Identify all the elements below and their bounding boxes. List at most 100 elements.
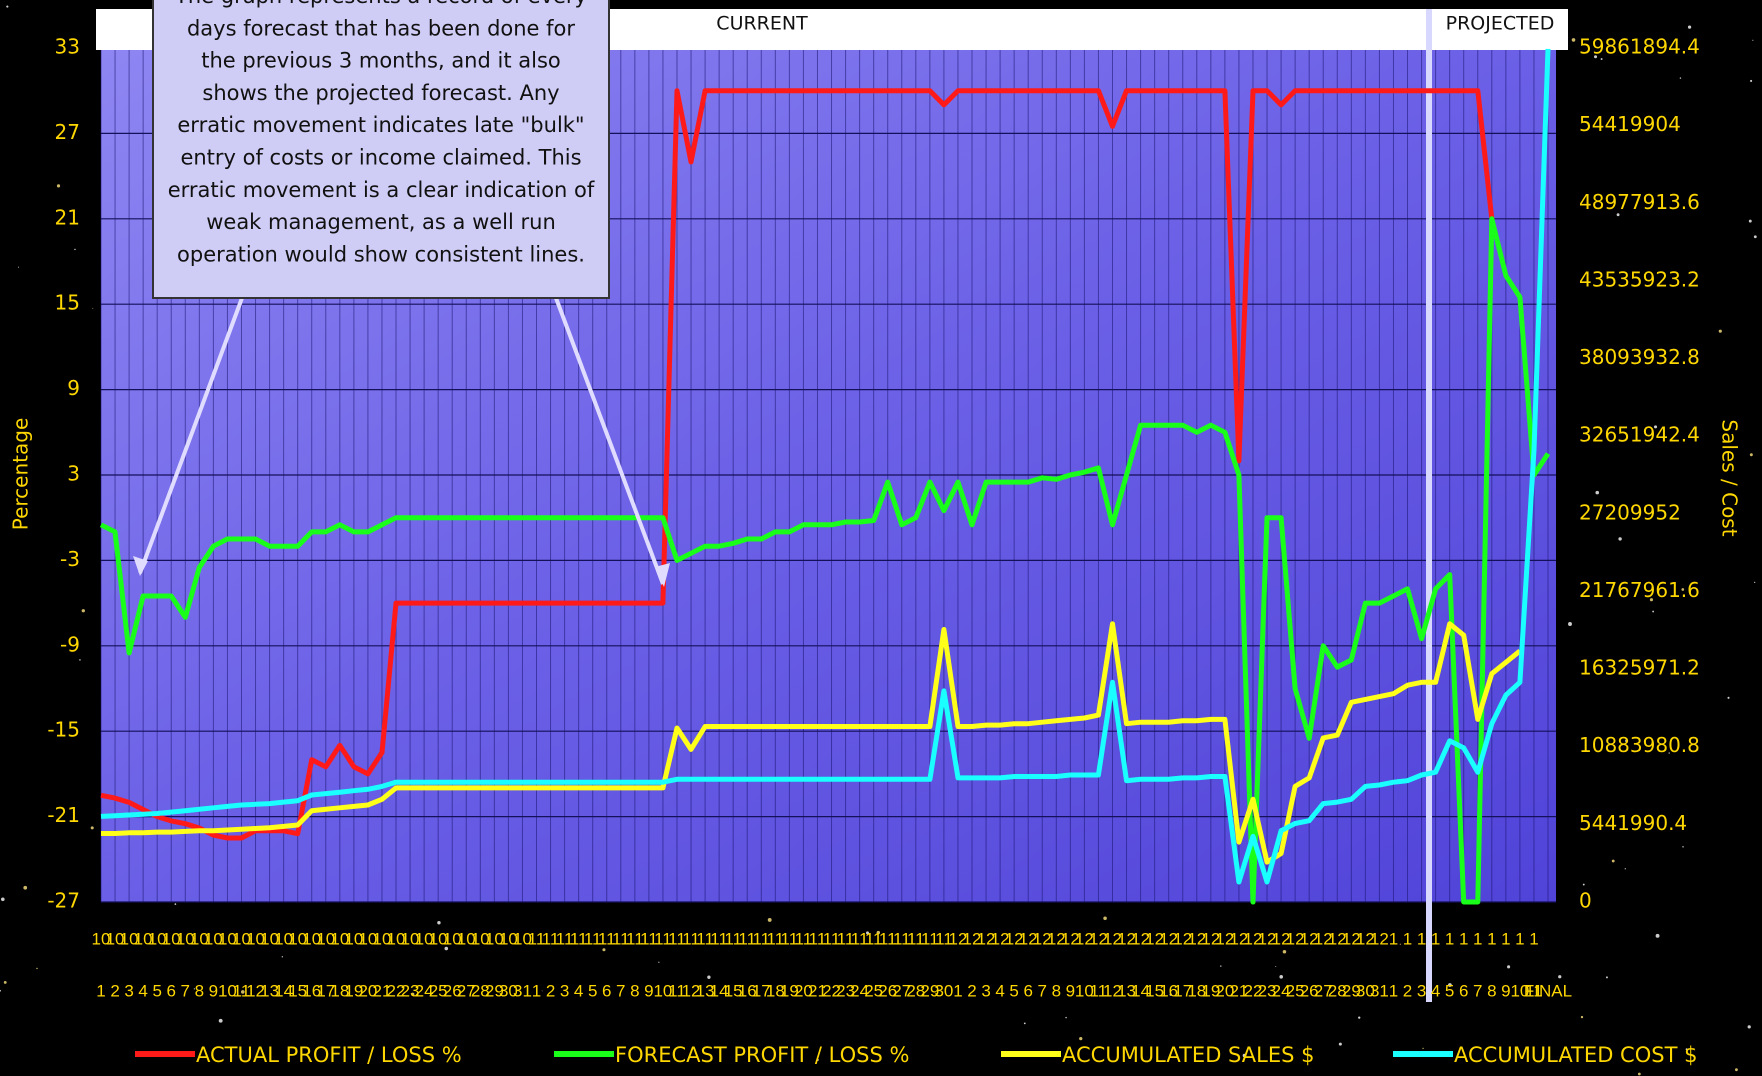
x-tick-label: 14 — [274, 981, 293, 1000]
y2-tick-label: 38093932.8 — [1579, 345, 1700, 369]
x-group-label: 12 — [1258, 929, 1277, 948]
y2-tick-label: 32651942.4 — [1579, 423, 1700, 447]
x-tick-label: 11 — [1090, 981, 1108, 1000]
x-tick-label: 8 — [630, 981, 639, 1000]
x-group-label: 10 — [429, 929, 448, 948]
x-group-label: 12 — [1145, 929, 1164, 948]
x-tick-label: 28 — [471, 981, 490, 1000]
x-group-label: 1 — [1389, 929, 1398, 948]
x-group-label: 12 — [1201, 929, 1220, 948]
star — [0, 989, 1, 992]
star — [707, 975, 711, 979]
x-group-label: 12 — [1286, 929, 1305, 948]
x-group-label: 12 — [991, 929, 1010, 948]
x-group-label: 12 — [1215, 929, 1234, 948]
x-tick-label: 17 — [316, 981, 335, 1000]
x-group-label: 10 — [302, 929, 321, 948]
callout-line: erratic movement is a clear indication o… — [168, 178, 595, 202]
x-group-label: 12 — [1131, 929, 1150, 948]
x-tick-label: 4 — [1431, 981, 1440, 1000]
x-tick-label: 12 — [682, 981, 701, 1000]
star — [1681, 588, 1685, 591]
x-group-label: 10 — [513, 929, 532, 948]
x-tick-label: 22 — [387, 981, 406, 1000]
callout-arrow — [554, 297, 665, 585]
x-group-label: 12 — [1061, 929, 1080, 948]
x-group-label: 11 — [851, 929, 869, 948]
x-tick-label: 28 — [906, 981, 925, 1000]
x-tick-label: 19 — [1201, 981, 1220, 1000]
x-tick-label: 29 — [485, 981, 504, 1000]
x-group-label: 11 — [879, 929, 897, 948]
x-tick-label: 2 — [1403, 981, 1412, 1000]
x-group-label: 10 — [274, 929, 293, 948]
x-tick-label: 10 — [1075, 981, 1094, 1000]
x-group-label: 12 — [1117, 929, 1136, 948]
x-group-label: 1 — [1473, 929, 1482, 948]
y-tick-label: -27 — [47, 889, 80, 913]
x-tick-label: 6 — [1023, 981, 1032, 1000]
x-group-label: 11 — [767, 929, 785, 948]
x-group-label: 11 — [738, 929, 756, 948]
star — [1747, 1025, 1751, 1029]
x-tick-label: 31 — [513, 981, 532, 1000]
x-group-label: 12 — [1173, 929, 1192, 948]
star — [174, 903, 177, 905]
x-tick-label: 26 — [878, 981, 897, 1000]
x-group-label: 10 — [358, 929, 377, 948]
x-tick-label: 1 — [1389, 981, 1398, 1000]
x-group-label: 10 — [330, 929, 349, 948]
x-group-label: 11 — [570, 929, 588, 948]
star — [444, 946, 449, 951]
x-group-label: 12 — [949, 929, 968, 948]
x-group-label: 11 — [626, 929, 644, 948]
x-group-label: 11 — [542, 929, 560, 948]
x-tick-label: 11 — [668, 981, 686, 1000]
y-tick-label: -3 — [60, 547, 80, 571]
header-current: CURRENT — [716, 13, 808, 35]
x-tick-label: 11 — [233, 981, 251, 1000]
x-group-label: 11 — [556, 929, 574, 948]
x-tick-label: 3 — [981, 981, 990, 1000]
star — [1625, 739, 1629, 743]
y2-tick-label: 16325971.2 — [1579, 656, 1700, 680]
star — [193, 988, 195, 990]
callout-line: operation would show consistent lines. — [177, 242, 585, 266]
x-tick-label: 9 — [209, 981, 218, 1000]
x-tick-label: 11 — [1525, 981, 1543, 1000]
x-tick-label: 26 — [443, 981, 462, 1000]
star — [1279, 975, 1283, 979]
x-tick-label: 1 — [532, 981, 541, 1000]
x-tick-label: 21 — [1229, 981, 1248, 1000]
x-tick-label: 25 — [429, 981, 448, 1000]
star — [90, 826, 94, 830]
x-group-label: 11 — [823, 929, 841, 948]
x-group-label: 10 — [485, 929, 504, 948]
x-group-label: 10 — [260, 929, 279, 948]
star — [1750, 79, 1753, 83]
callout-arrow — [138, 297, 244, 574]
x-group-label: 11 — [795, 929, 813, 948]
x-group-label: 11 — [837, 929, 855, 948]
x-tick-label: 31 — [1370, 981, 1389, 1000]
x-tick-label: 3 — [560, 981, 569, 1000]
x-group-label: 12 — [1244, 929, 1263, 948]
x-tick-label: 13 — [260, 981, 279, 1000]
x-tick-label: 29 — [920, 981, 939, 1000]
x-tick-label: 24 — [850, 981, 869, 1000]
x-tick-label: 10 — [653, 981, 672, 1000]
x-tick-label: 16 — [302, 981, 321, 1000]
axis-labels: -27-21-15-9-3391521273305441990.41088398… — [47, 35, 1700, 1001]
x-group-label: 11 — [654, 929, 672, 948]
x-tick-label: 27 — [457, 981, 476, 1000]
x-tick-label: 10 — [218, 981, 237, 1000]
star — [1605, 976, 1608, 979]
star — [1079, 1036, 1083, 1041]
x-group-label: 10 — [92, 929, 111, 948]
x-tick-label: 24 — [415, 981, 434, 1000]
x-group-label: 10 — [120, 929, 139, 948]
star — [767, 917, 772, 922]
y-tick-label: 9 — [67, 376, 80, 400]
x-group-label: 12 — [1075, 929, 1094, 948]
x-group-label: 11 — [682, 929, 700, 948]
